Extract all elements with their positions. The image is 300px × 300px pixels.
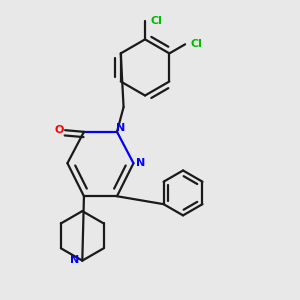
Text: O: O bbox=[55, 125, 64, 135]
Text: Cl: Cl bbox=[150, 16, 162, 26]
Text: N: N bbox=[136, 158, 146, 168]
Text: N: N bbox=[70, 255, 80, 265]
Text: Cl: Cl bbox=[190, 39, 202, 49]
Text: N: N bbox=[116, 123, 126, 133]
